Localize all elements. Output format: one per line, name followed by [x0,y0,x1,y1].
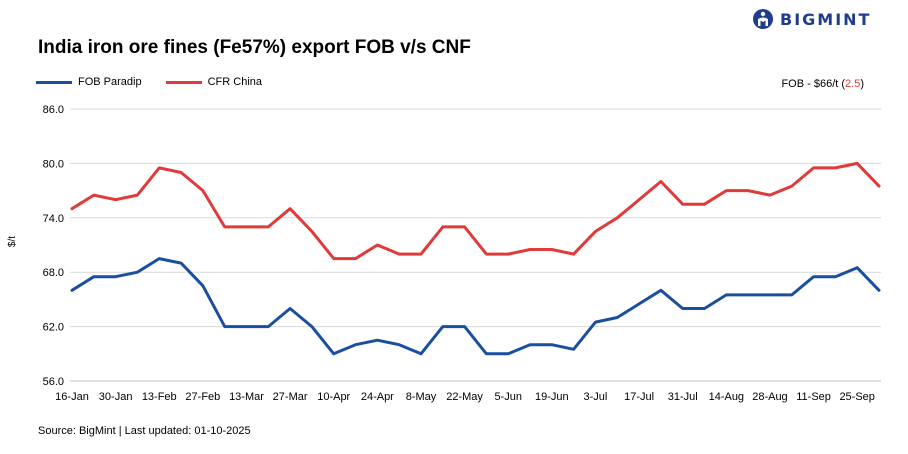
x-tick-label: 24-Apr [361,391,394,403]
brand-logo: BIGMINT [752,6,871,32]
x-tick-label: 27-Feb [185,391,220,403]
bigmint-logo-icon [753,9,773,29]
y-tick-label: 86.0 [43,104,64,116]
source-note: Source: BigMint | Last updated: 01-10-20… [38,425,251,437]
price-note-change: 2.5 [845,78,861,90]
x-tick-label: 22-May [446,391,483,403]
series-line-cfr-china [70,161,881,261]
y-tick-label: 80.0 [43,158,64,170]
y-tick-label: 74.0 [43,213,64,225]
y-tick-label: 56.0 [43,376,64,388]
series-line-fob-paradip [70,257,881,356]
x-tick-label: 11-Sep [796,391,831,403]
price-note-prefix: FOB - $66/t ( [781,78,846,90]
x-tick-label: 8-May [406,391,437,403]
x-tick-label: 31-Jul [668,391,698,403]
chart-legend: FOB Paradip CFR China [36,76,286,88]
price-note: FOB - $66/t (2.5) [781,78,864,90]
x-tick-label: 16-Jan [55,391,89,403]
y-tick-label: 68.0 [43,267,64,279]
x-tick-label: 30-Jan [99,391,133,403]
legend-swatch-cfr [165,80,202,84]
chart-title: India iron ore fines (Fe57%) export FOB … [38,37,471,58]
x-tick-label: 13-Mar [229,391,264,403]
legend-swatch-fob [36,80,72,84]
x-tick-label: 13-Feb [142,391,177,403]
brand-name: BIGMINT [780,9,872,29]
x-tick-label: 28-Aug [752,391,787,403]
legend-label-cfr: CFR China [207,76,262,88]
y-tick-label: 62.0 [43,322,64,334]
x-tick-label: 19-Jun [535,391,569,403]
x-tick-label: 10-Apr [317,391,350,403]
legend-label-fob: FOB Paradip [78,76,142,88]
legend-item-fob: FOB Paradip [36,76,142,88]
x-tick-label: 14-Aug [709,391,744,403]
legend-item-cfr: CFR China [165,76,262,88]
x-tick-label: 17-Jul [624,391,654,403]
x-tick-label: 5-Jun [494,391,522,403]
price-note-suffix: ) [860,78,864,90]
x-tick-label: 3-Jul [584,391,608,403]
x-tick-label: 27-Mar [273,391,308,403]
x-tick-label: 25-Sep [839,391,874,403]
